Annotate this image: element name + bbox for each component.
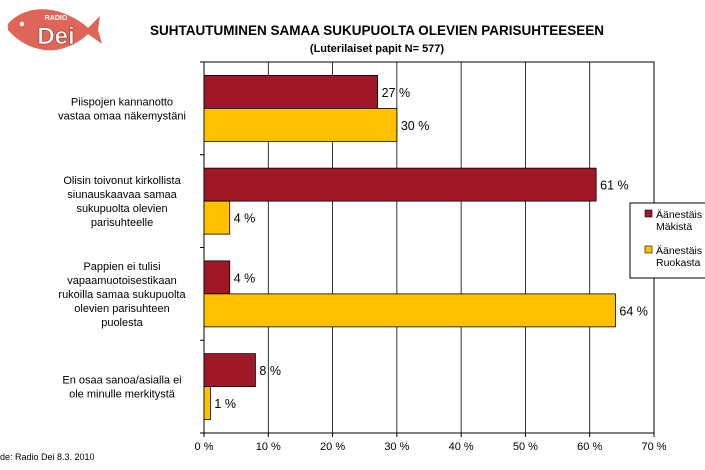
bar-series-1	[203, 74, 378, 109]
data-label: 27 %	[382, 86, 411, 100]
bar-series-1	[203, 260, 231, 295]
data-label: 30 %	[401, 119, 430, 133]
fish-icon	[8, 9, 102, 51]
chart-subtitle: (Luterilaiset papit N= 577)	[310, 43, 445, 55]
data-label: 8 %	[259, 364, 281, 378]
legend-label-series-1-line-1: Äänestäis	[656, 209, 702, 221]
bar-series-2	[203, 107, 398, 142]
data-labels: 27 % 30 % 61 % 4 % 4 % 64 % 8 % 1 %	[214, 86, 648, 411]
category-label: siunauskaavaa samaa	[67, 189, 177, 201]
category-labels: Piispojen kannanotto vastaa omaa näkemyst…	[58, 96, 186, 400]
x-tick-label: 70 %	[641, 441, 666, 453]
x-tick-label: 20 %	[320, 441, 345, 453]
legend-label-series-1-line-2: Mäkistä	[656, 221, 692, 233]
data-label: 4 %	[234, 271, 256, 285]
bar-series-2	[203, 293, 616, 328]
x-tick-label: 50 %	[513, 441, 538, 453]
data-label: 4 %	[234, 212, 256, 226]
legend-swatch-series-2	[644, 245, 653, 254]
radio-dei-logo: RADIO Dei	[8, 9, 102, 51]
category-label: puolesta	[101, 317, 143, 329]
category-label: vapaamuotoisestikaan	[67, 275, 176, 287]
bar-series-2	[203, 200, 231, 235]
legend: Äänestäis Mäkistä Äänestäis Ruokasta	[629, 202, 705, 279]
x-tick-label: 0 %	[195, 441, 214, 453]
x-tick-label: 10 %	[256, 441, 281, 453]
logo-text: Dei	[37, 23, 74, 50]
category-label: sukupuolta olevien	[76, 203, 167, 215]
category-label: rukoilla samaa sukupuolta	[58, 289, 186, 301]
chart-title: SUHTAUTUMINEN SAMAA SUKUPUOLTA OLEVIEN P…	[150, 23, 604, 38]
legend-swatch-series-1	[644, 209, 653, 218]
category-label: Olisin toivonut kirkollista	[63, 175, 181, 187]
legend-label-series-2-line-2: Ruokasta	[656, 257, 701, 269]
category-label: ole minulle merkitystä	[69, 389, 176, 401]
bar-series-1	[203, 353, 256, 388]
category-label: Pappien ei tulisi	[83, 261, 160, 273]
category-label: Piispojen kannanotto	[71, 96, 173, 108]
fish-eye-icon	[19, 21, 25, 27]
logo-small-text: RADIO	[45, 15, 68, 22]
gridlines	[267, 62, 591, 433]
bars	[203, 74, 616, 421]
bar-series-1	[203, 167, 597, 202]
data-label: 64 %	[619, 304, 648, 318]
data-label: 61 %	[600, 179, 629, 193]
category-label: vastaa omaa näkemystäni	[58, 110, 186, 122]
x-tick-label: 30 %	[384, 441, 409, 453]
bar-series-2	[203, 386, 211, 421]
x-axis-ticks: 0 % 10 % 20 % 30 % 40 % 50 % 60 % 70 %	[195, 61, 667, 453]
x-tick-label: 40 %	[449, 441, 474, 453]
source-note: de: Radio Dei 8.3. 2010	[0, 452, 95, 462]
legend-label-series-2-line-1: Äänestäis	[656, 245, 702, 257]
category-label: En osaa sanoa/asialla ei	[62, 375, 181, 387]
x-tick-label: 60 %	[577, 441, 602, 453]
category-label: olevien parisuhteen	[74, 303, 169, 315]
legend-box	[629, 202, 705, 279]
category-label: parisuhteelle	[91, 217, 153, 229]
data-label: 1 %	[214, 397, 236, 411]
